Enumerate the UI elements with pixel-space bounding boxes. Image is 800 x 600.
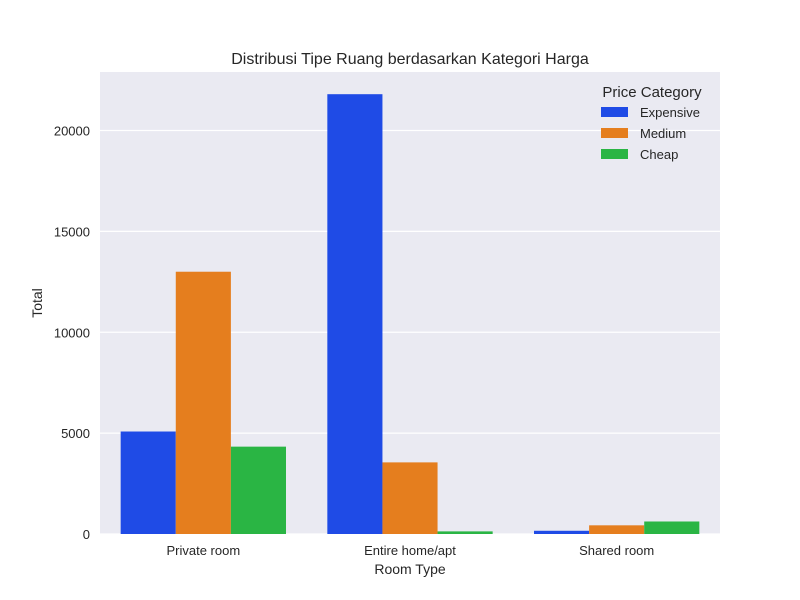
x-axis-label: Room Type bbox=[374, 561, 446, 577]
x-tick-label: Private room bbox=[166, 543, 240, 558]
y-axis-ticks: 0 5000 10000 15000 20000 bbox=[54, 124, 90, 542]
legend-title: Price Category bbox=[602, 84, 702, 101]
bar-expensive-2 bbox=[327, 94, 383, 534]
x-axis-ticks: Private room Entire home/apt Shared room bbox=[166, 543, 654, 558]
y-tick-label: 5000 bbox=[61, 426, 90, 441]
x-tick-label: Entire home/apt bbox=[364, 543, 456, 558]
bar-cheap-1 bbox=[230, 446, 286, 534]
bar-expensive-3 bbox=[534, 530, 590, 534]
x-tick-label: Shared room bbox=[579, 543, 654, 558]
bar-medium-1 bbox=[175, 271, 231, 534]
bar-cheap-3 bbox=[644, 521, 700, 534]
y-tick-label: 20000 bbox=[54, 124, 90, 139]
bar-medium-2 bbox=[382, 462, 438, 534]
legend-label-expensive: Expensive bbox=[640, 105, 700, 120]
y-tick-label: 15000 bbox=[54, 224, 90, 239]
chart-title: Distribusi Tipe Ruang berdasarkan Katego… bbox=[231, 51, 589, 68]
legend-swatch-medium bbox=[601, 128, 628, 138]
legend: Price Category Expensive Medium Cheap bbox=[601, 84, 702, 162]
legend-swatch-cheap bbox=[601, 149, 628, 159]
y-tick-label: 0 bbox=[83, 527, 90, 542]
legend-swatch-expensive bbox=[601, 107, 628, 117]
legend-items: Expensive Medium Cheap bbox=[601, 105, 700, 162]
bar-expensive-1 bbox=[120, 431, 176, 534]
bars bbox=[120, 94, 700, 534]
y-axis-label: Total bbox=[29, 288, 45, 318]
y-tick-label: 10000 bbox=[54, 325, 90, 340]
legend-label-cheap: Cheap bbox=[640, 147, 678, 162]
bar-medium-3 bbox=[589, 525, 645, 534]
legend-label-medium: Medium bbox=[640, 126, 686, 141]
bar-cheap-2 bbox=[437, 531, 493, 534]
